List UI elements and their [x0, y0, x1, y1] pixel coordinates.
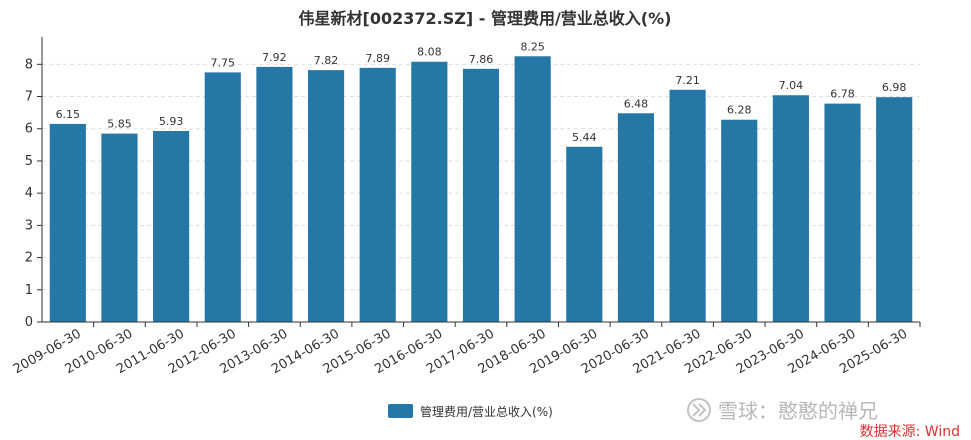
- bar[interactable]: [153, 130, 190, 322]
- y-tick-label: 5: [25, 154, 33, 169]
- y-tick-label: 3: [25, 218, 33, 233]
- bar[interactable]: [514, 56, 551, 322]
- data-label: 6.48: [624, 97, 649, 110]
- bar[interactable]: [204, 72, 241, 323]
- y-tick-label: 6: [25, 122, 33, 137]
- bar[interactable]: [462, 68, 500, 322]
- source-label: 数据来源: Wind: [860, 424, 960, 440]
- bar[interactable]: [566, 146, 603, 322]
- data-label: 5.44: [572, 131, 597, 144]
- y-tick-label: 2: [25, 251, 33, 266]
- y-tick-label: 8: [25, 57, 33, 72]
- legend[interactable]: 管理费用/营业总收入(%): [388, 404, 553, 419]
- watermark: 雪球：憨憨的禅兄: [687, 398, 878, 423]
- x-axis: 2009-06-302010-06-302011-06-302012-06-30…: [11, 321, 921, 377]
- bar[interactable]: [876, 97, 913, 322]
- watermark-text: 雪球：憨憨的禅兄: [718, 399, 878, 423]
- data-label: 7.82: [314, 54, 339, 67]
- bar[interactable]: [101, 133, 138, 322]
- y-axis: 0 1 2 3 4 5 6 7 8: [25, 37, 43, 330]
- y-tick-label: 0: [25, 315, 33, 330]
- bar[interactable]: [669, 89, 706, 322]
- bar[interactable]: [824, 103, 861, 322]
- bar[interactable]: [617, 113, 655, 322]
- chart-title: 伟星新材[002372.SZ] - 管理费用/营业总收入(%): [299, 9, 672, 28]
- y-tick-label: 1: [25, 283, 33, 298]
- data-label: 7.92: [262, 51, 287, 64]
- data-label: 8.25: [520, 40, 545, 53]
- bar[interactable]: [772, 95, 809, 322]
- y-tick-label: 4: [25, 186, 33, 201]
- data-label: 6.98: [882, 81, 907, 94]
- data-label: 8.08: [417, 46, 442, 59]
- y-tick-label: 7: [25, 90, 33, 105]
- data-label: 6.15: [56, 108, 81, 121]
- bar[interactable]: [256, 66, 293, 322]
- data-labels: 6.15 5.85 5.93 7.75 7.92 7.82 7.89 8.08 7.86 8.25…: [56, 40, 907, 144]
- data-label: 6.78: [830, 88, 855, 101]
- bar[interactable]: [411, 61, 448, 322]
- bar[interactable]: [307, 70, 345, 322]
- bar[interactable]: [49, 123, 86, 323]
- bar[interactable]: [721, 119, 758, 322]
- data-label: 5.93: [159, 115, 184, 128]
- data-label: 7.89: [365, 52, 390, 65]
- legend-swatch: [388, 404, 413, 418]
- snowball-logo-icon: [687, 398, 711, 422]
- data-label: 7.21: [675, 74, 700, 87]
- data-label: 7.86: [469, 53, 494, 66]
- legend-label: 管理费用/营业总收入(%): [420, 404, 553, 419]
- data-label: 6.28: [727, 104, 752, 117]
- data-label: 7.75: [211, 56, 236, 69]
- bars: [49, 56, 913, 323]
- data-label: 7.04: [779, 79, 804, 92]
- bar[interactable]: [359, 67, 396, 322]
- data-label: 5.85: [107, 118, 132, 131]
